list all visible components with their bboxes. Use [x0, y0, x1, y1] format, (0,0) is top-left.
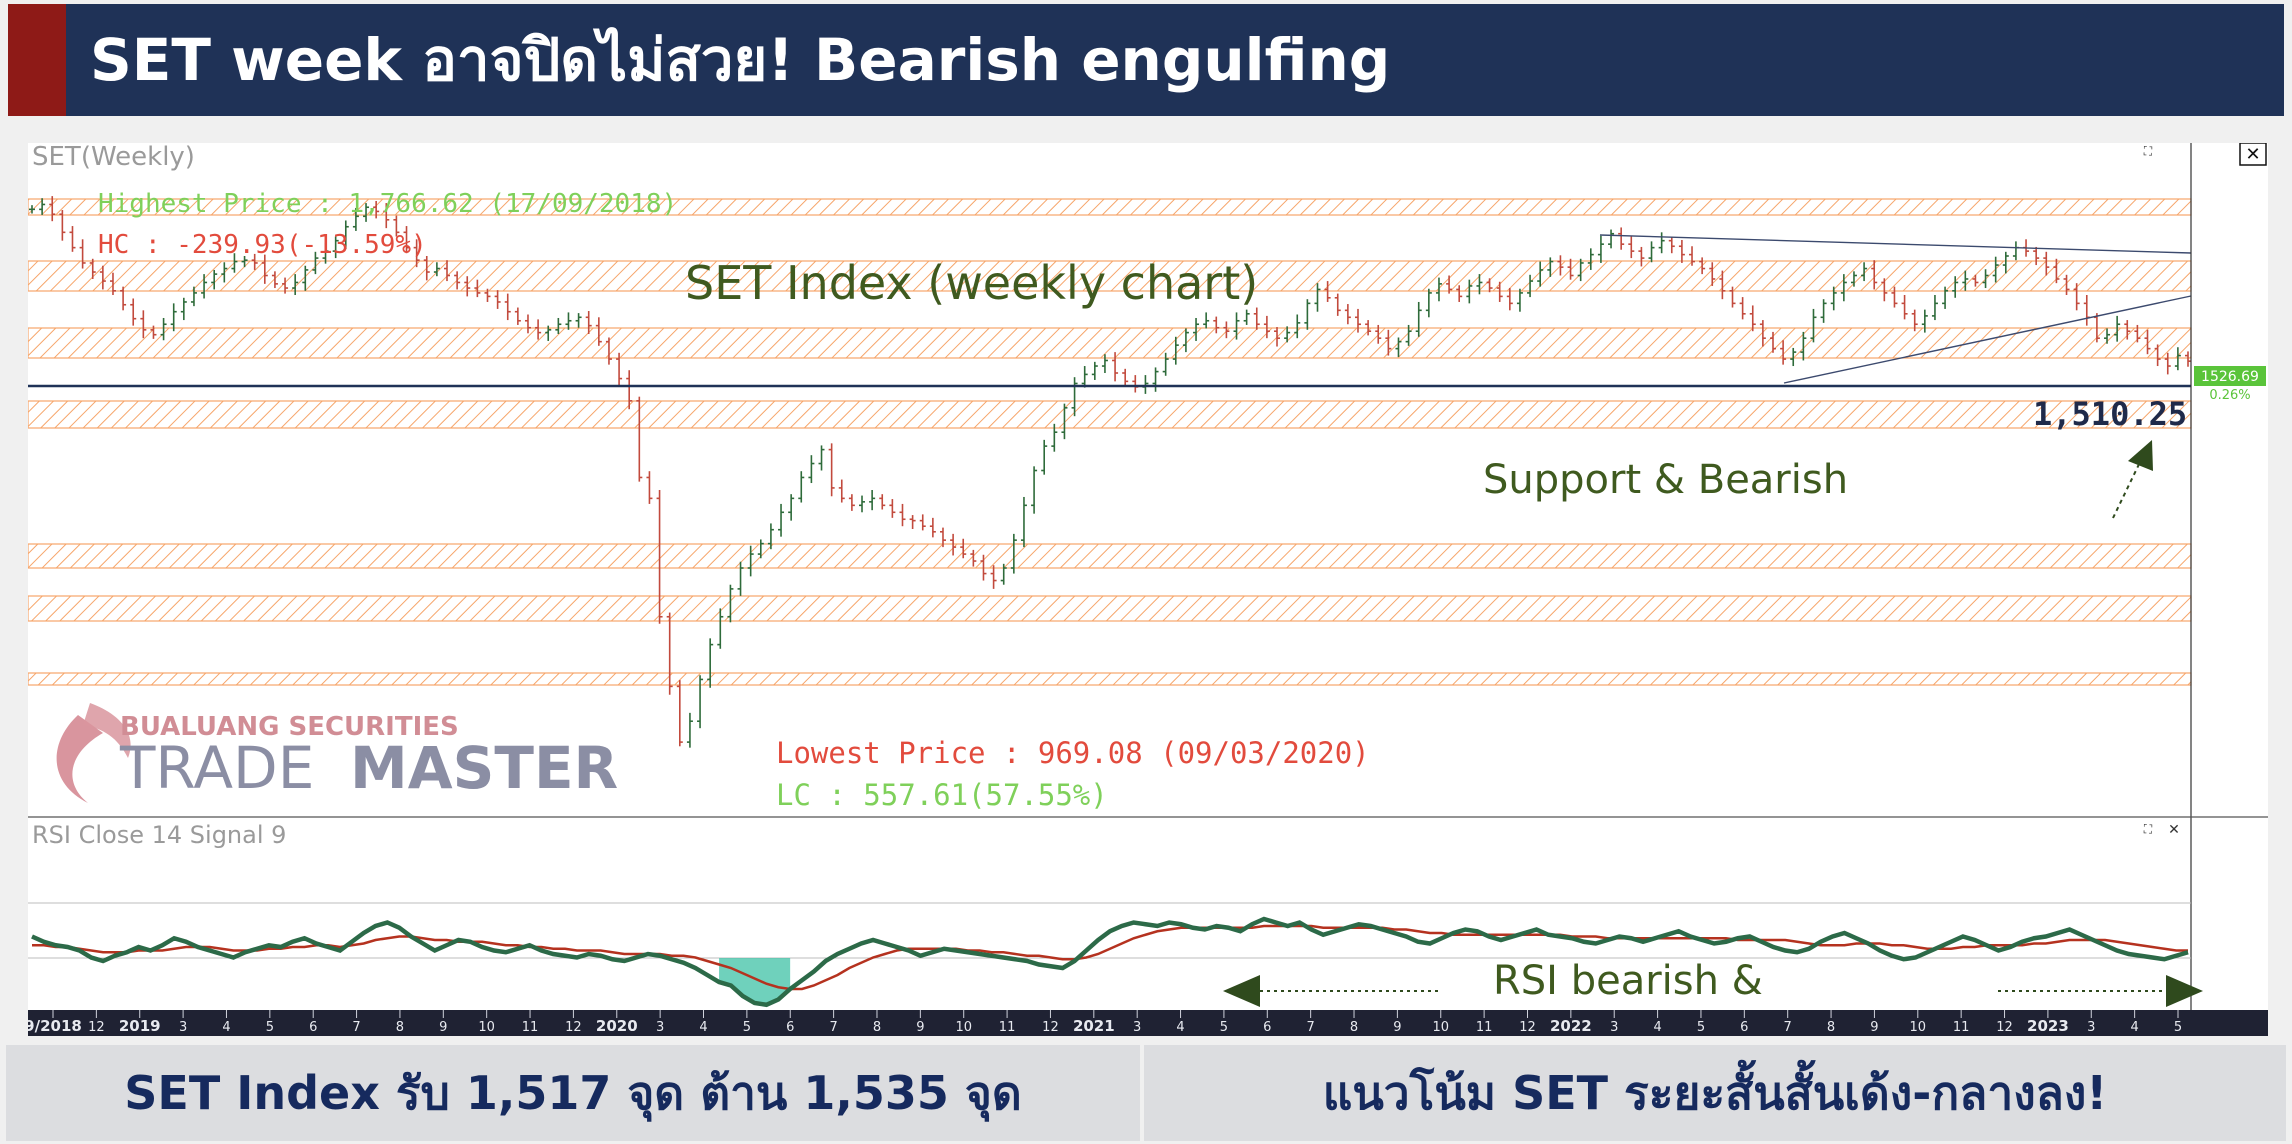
support-value-label: 1,510.25	[2033, 395, 2187, 433]
x-tick-label: 5	[1697, 1020, 1705, 1035]
x-tick-label: 7	[352, 1020, 360, 1035]
rsi-line	[31, 916, 2189, 1008]
x-tick-label: 2019	[119, 1017, 161, 1035]
rsi-annotation: RSI bearish &	[1493, 958, 1763, 1004]
x-tick-label: 7	[1307, 1020, 1315, 1035]
x-tick-label: 8	[1827, 1020, 1835, 1035]
support-annotation: Support & Bearish	[1483, 457, 1848, 503]
x-tick-label: 11	[999, 1020, 1016, 1035]
signal-line	[32, 924, 2188, 991]
close-icon[interactable]: ✕	[2245, 144, 2260, 165]
x-tick-label: 5	[266, 1020, 274, 1035]
x-tick-label: 10	[955, 1020, 972, 1035]
x-tick-label: 3	[1133, 1020, 1141, 1035]
title-accent	[8, 4, 66, 116]
lowest-price-label: Lowest Price : 969.08 (09/03/2020)	[776, 736, 1370, 770]
x-tick-label: 2023	[2027, 1017, 2069, 1035]
x-tick-label: 9	[1870, 1020, 1878, 1035]
x-tick-label: 2021	[1073, 1017, 1115, 1035]
rsi-series	[31, 916, 2189, 1008]
x-tick-label: 7	[1784, 1020, 1792, 1035]
resistance-support-zones	[27, 198, 2192, 686]
x-tick-label: 8	[1350, 1020, 1358, 1035]
x-tick-label: 6	[1263, 1020, 1271, 1035]
x-tick-label: 4	[2130, 1020, 2138, 1035]
x-tick-label: 2020	[596, 1017, 638, 1035]
last-price-tag	[2194, 366, 2266, 386]
hatched-zone-2	[27, 260, 2192, 292]
x-tick-label: 11	[1953, 1020, 1970, 1035]
highest-price-label: Highest Price : 1,766.62 (17/09/2018)	[98, 189, 677, 219]
price-chart-label: SET(Weekly)	[32, 143, 195, 172]
support-arrow-head	[2128, 440, 2153, 471]
hatched-zone-3	[27, 327, 2192, 359]
hatched-zone-5	[27, 543, 2192, 569]
logo-company-text: BUALUANG SECURITIES	[120, 712, 459, 742]
x-tick-label: 3	[179, 1020, 187, 1035]
x-tick-label: 6	[786, 1020, 794, 1035]
x-axis-ticks: 9/2018 12 2019 3 4 5 6 7 8 9 10 11 12 2020 3 4 5 6 7 8 9 10 11…	[24, 1010, 2182, 1035]
x-tick-label: 2022	[1550, 1017, 1592, 1035]
rsi-arrow-left-head	[1223, 975, 1260, 1007]
x-tick-label: 6	[1740, 1020, 1748, 1035]
x-tick-label: 6	[309, 1020, 317, 1035]
price-candles	[29, 196, 2191, 748]
x-tick-label: 10	[478, 1020, 495, 1035]
expand-icon[interactable]: ⛶	[2143, 144, 2153, 158]
trendline-upper	[1599, 234, 2192, 254]
x-tick-label: 9	[1393, 1020, 1401, 1035]
last-price-text: 1526.69	[2201, 369, 2259, 385]
x-tick-label: 5	[743, 1020, 751, 1035]
hatched-zone-7	[27, 672, 2192, 686]
logo-master-text: MASTER	[350, 734, 618, 802]
rsi-chart-label: RSI Close 14 Signal 9	[32, 821, 286, 849]
chart-title-annotation: SET Index (weekly chart)	[685, 256, 1258, 310]
rsi-expand-icon[interactable]: ⛶	[2143, 822, 2153, 836]
lc-label: LC : 557.61(57.55%)	[776, 778, 1108, 812]
footer-support-resistance: SET Index รับ 1,517 จุด ต้าน 1,535 จุด	[6, 1045, 1140, 1141]
x-tick-label: 11	[522, 1020, 539, 1035]
x-tick-label: 4	[222, 1020, 230, 1035]
x-tick-label: 11	[1476, 1020, 1493, 1035]
page-title: SET week อาจปิดไม่สวย! Bearish engulfing	[90, 26, 1391, 94]
x-tick-label: 12	[88, 1020, 105, 1035]
trendline-lower	[1783, 295, 2192, 384]
rsi-close-icon[interactable]: ✕	[2168, 822, 2180, 838]
x-tick-label: 4	[699, 1020, 707, 1035]
x-tick-label: 4	[1653, 1020, 1661, 1035]
hatched-zone-4	[27, 400, 2192, 429]
tradmaster-logo: BUALUANG SECURITIES TRADE MASTER	[56, 703, 618, 803]
rsi-arrow-right-head	[2166, 975, 2203, 1007]
x-tick-label: 8	[873, 1020, 881, 1035]
x-tick-label: 9	[439, 1020, 447, 1035]
x-tick-label: 5	[2174, 1020, 2182, 1035]
x-tick-label: 10	[1910, 1020, 1927, 1035]
hc-label: HC : -239.93(-13.59%)	[98, 230, 427, 260]
title-bar: SET week อาจปิดไม่สวย! Bearish engulfing	[8, 4, 2284, 116]
x-tick-label: 8	[396, 1020, 404, 1035]
x-tick-label: 4	[1176, 1020, 1184, 1035]
x-tick-label: 9	[916, 1020, 924, 1035]
support-arrow-line	[2112, 457, 2143, 519]
hatched-zone-6	[27, 595, 2192, 622]
last-change-text: 0.26%	[2209, 388, 2250, 403]
x-tick-label: 9/2018	[28, 1017, 82, 1035]
x-tick-label: 5	[1220, 1020, 1228, 1035]
x-tick-label: 7	[829, 1020, 837, 1035]
x-tick-label: 12	[565, 1020, 582, 1035]
chart-panel: BUALUANG SECURITIES TRADE MASTER SET(Wee…	[24, 142, 2268, 1036]
x-tick-label: 3	[1610, 1020, 1618, 1035]
x-axis-bar	[28, 1010, 2268, 1036]
x-tick-label: 12	[1519, 1020, 1536, 1035]
x-tick-label: 10	[1432, 1020, 1449, 1035]
close-chart-button[interactable]	[2239, 142, 2267, 166]
chart-svg: BUALUANG SECURITIES TRADE MASTER SET(Wee…	[24, 142, 2268, 1036]
x-tick-label: 12	[1996, 1020, 2013, 1035]
x-tick-label: 3	[656, 1020, 664, 1035]
logo-trade-text: TRADE	[119, 734, 314, 802]
x-tick-label: 3	[2087, 1020, 2095, 1035]
footer-trend-outlook: แนวโน้ม SET ระยะสั้นสั้นเด้ง-กลางลง!	[1144, 1045, 2286, 1141]
x-tick-label: 12	[1042, 1020, 1059, 1035]
